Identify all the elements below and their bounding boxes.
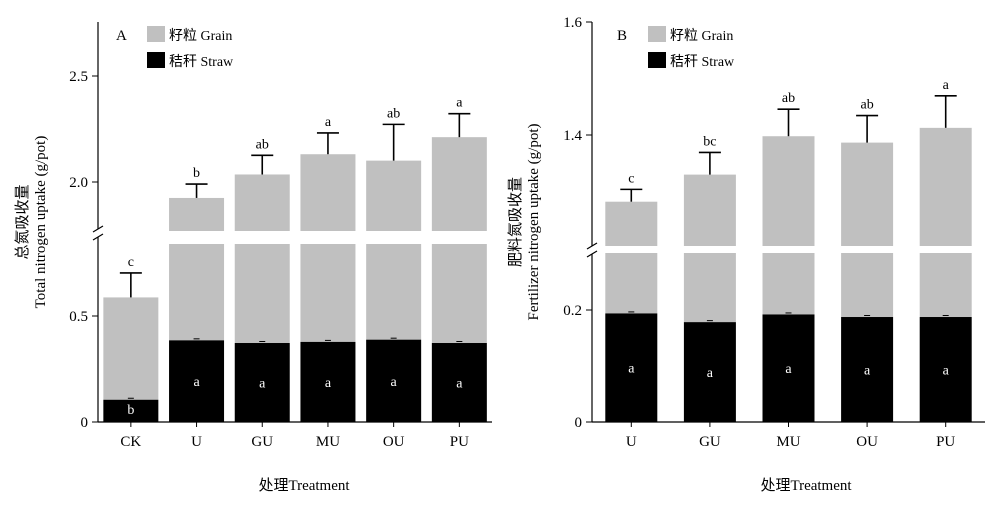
- panel-b-legend-straw: 秸秆 Straw: [670, 54, 735, 70]
- panel-a-total-letter-gu: ab: [256, 137, 269, 152]
- panel-a-ytick-label-0.5: 0.5: [69, 309, 88, 325]
- panel-b-grain-bar-u-upper: [605, 201, 658, 246]
- panel-b-total-letter-u: c: [628, 171, 634, 186]
- panel-a-straw-letter-pu: a: [456, 377, 463, 392]
- panel-b-ytick-label-0: 0: [575, 415, 583, 431]
- panel-b-legend-swatch-straw: [648, 52, 666, 68]
- panel-a-straw-bar-pu: [431, 343, 487, 422]
- panel-a-straw-bar-gu: [234, 343, 290, 422]
- panel-a-straw-letter-ck: b: [127, 403, 134, 418]
- panel-a-grain-bar-u-upper: [169, 197, 225, 231]
- panel-a-xtick-label-ck: CK: [120, 434, 141, 450]
- panel-b-straw-letter-ou: a: [864, 364, 871, 379]
- panel-b-ytick-label-0.2: 0.2: [563, 303, 582, 319]
- panel-a-total-letter-ck: c: [128, 255, 134, 270]
- panel-a-xtick-label-u: U: [191, 434, 202, 450]
- panel-a-straw-letter-u: a: [193, 375, 200, 390]
- panel-b-grain-bar-ou: [841, 253, 894, 318]
- panel-b-straw-letter-gu: a: [707, 366, 714, 381]
- panel-a-straw-bar-ck: [103, 399, 159, 422]
- panel-a-total-letter-mu: a: [325, 115, 332, 130]
- panel-b-total-letter-mu: ab: [782, 91, 795, 106]
- panel-b-grain-bar-pu-upper: [919, 127, 972, 246]
- panel-a-grain-bar-ou: [366, 244, 422, 340]
- panel-b-legend-swatch-grain: [648, 26, 666, 42]
- panel-b-axis-break-mark-2: [586, 250, 598, 258]
- panel-a-ytick-label-2.0: 2.0: [69, 175, 88, 191]
- panel-a-ytick-label-2.5: 2.5: [69, 69, 88, 85]
- panel-a-ytick-label-0: 0: [81, 415, 89, 431]
- panel-b-xtick-label-ou: OU: [856, 434, 878, 450]
- panel-a-xtick-label-mu: MU: [316, 434, 340, 450]
- panel-b-xtick-label-u: U: [626, 434, 637, 450]
- panel-a-label: A: [116, 28, 127, 44]
- panel-a-straw-bar-ou: [366, 339, 422, 422]
- panel-b-straw-bar-pu: [919, 317, 972, 422]
- panel-b-total-letter-gu: bc: [703, 134, 716, 149]
- panel-b-straw-letter-u: a: [628, 362, 635, 377]
- panel-a-grain-bar-u: [169, 244, 225, 341]
- panel-a-axis-break-mark-2: [92, 233, 104, 241]
- panel-a-grain-bar-ck: [103, 297, 159, 400]
- panel-a-straw-letter-mu: a: [325, 376, 332, 391]
- panel-a-grain-bar-mu: [300, 244, 356, 342]
- panel-a-legend-swatch-grain: [147, 26, 165, 42]
- panel-b-ylabel-cn: 肥料氮吸收量: [507, 177, 524, 267]
- panel-a-straw-letter-ou: a: [391, 375, 398, 390]
- panel-a-straw-bar-mu: [300, 341, 356, 422]
- panel-a-grain-bar-gu-upper: [234, 174, 290, 231]
- panel-a-straw-letter-gu: a: [259, 377, 266, 392]
- panel-a-total-letter-ou: ab: [387, 106, 400, 121]
- panel-a-legend-grain: 籽粒 Grain: [169, 28, 232, 44]
- panel-b-straw-bar-gu: [683, 322, 736, 422]
- panel-b-grain-bar-gu: [683, 253, 736, 323]
- panel-a-total-letter-u: b: [193, 166, 200, 181]
- panel-b-grain-bar-u: [605, 253, 658, 314]
- panel-a-xtick-label-ou: OU: [383, 434, 405, 450]
- panel-a-axis-break-mark-1: [92, 225, 104, 233]
- panel-b-straw-bar-mu: [762, 314, 815, 422]
- panel-a-xlabel: 处理Treatment: [258, 477, 350, 494]
- panel-b-ylabel-en: Fertilizer nitrogen uptake (g/pot): [526, 123, 542, 320]
- panel-a-ylabel-en: Total nitrogen uptake (g/pot): [33, 136, 49, 309]
- panel-b-straw-letter-pu: a: [943, 364, 950, 379]
- panel-a-straw-bar-u: [169, 340, 225, 422]
- panel-a-grain-bar-pu-upper: [431, 137, 487, 231]
- panel-b-legend-grain: 籽粒 Grain: [670, 28, 733, 44]
- panel-b-straw-bar-u: [605, 313, 658, 422]
- panel-a-grain-bar-pu: [431, 244, 487, 344]
- panel-b-total-letter-pu: a: [943, 78, 950, 93]
- panel-b-xtick-label-gu: GU: [699, 434, 721, 450]
- panel-b-xtick-label-pu: PU: [936, 434, 955, 450]
- panel-b-xtick-label-mu: MU: [776, 434, 800, 450]
- panel-a-grain-bar-gu: [234, 244, 290, 344]
- panel-b-axis-break-mark-1: [586, 242, 598, 250]
- panel-a-total-letter-pu: a: [456, 96, 463, 111]
- panel-b-straw-letter-mu: a: [785, 362, 792, 377]
- panel-b-grain-bar-ou-upper: [841, 142, 894, 246]
- panel-a-grain-bar-mu-upper: [300, 154, 356, 231]
- panel-b-grain-bar-gu-upper: [683, 174, 736, 246]
- panel-b-straw-bar-ou: [841, 317, 894, 422]
- panel-b-ytick-label-1.4: 1.4: [563, 128, 582, 144]
- panel-a-grain-bar-ou-upper: [366, 160, 422, 231]
- panel-a-legend-swatch-straw: [147, 52, 165, 68]
- panel-a-xtick-label-gu: GU: [251, 434, 273, 450]
- panel-b-grain-bar-mu: [762, 253, 815, 315]
- panel-a-xtick-label-pu: PU: [450, 434, 469, 450]
- panel-a-legend-straw: 秸秆 Straw: [169, 54, 234, 70]
- panel-b-grain-bar-mu-upper: [762, 136, 815, 246]
- panel-b-ytick-label-1.6: 1.6: [563, 15, 582, 31]
- panel-a-ylabel-cn: 总氮吸收量: [14, 184, 31, 259]
- panel-b-label: B: [617, 28, 627, 44]
- panel-b-xlabel: 处理Treatment: [760, 477, 852, 494]
- panel-b-grain-bar-pu: [919, 253, 972, 318]
- panel-b-total-letter-ou: ab: [860, 98, 873, 113]
